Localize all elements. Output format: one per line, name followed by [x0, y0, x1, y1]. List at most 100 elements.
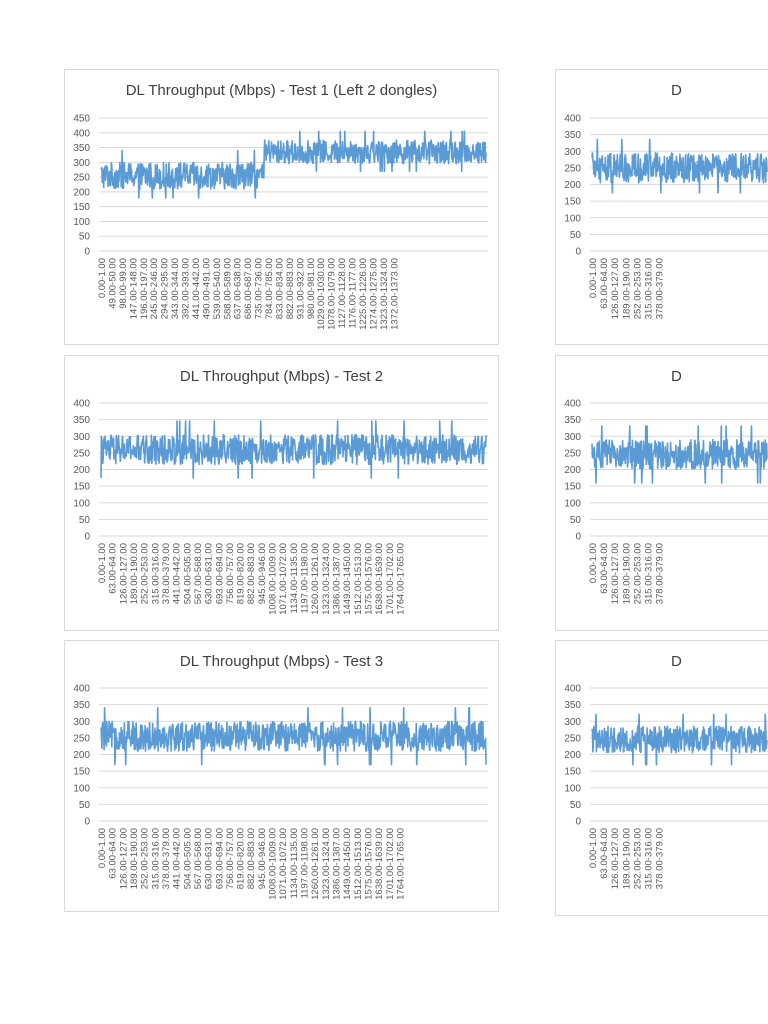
x-tick-label: 693.00-694.00: [214, 828, 225, 889]
chart-plot: 0 50 100 150 200 250 300 350 400 0.00-1.00 63.00-6…: [564, 684, 768, 889]
chart-panel-right-2: D 0 50 100 150 200 250 300 350 400 0.00-1.00 63.00…: [555, 355, 768, 631]
y-tick-label: 200: [564, 180, 581, 191]
x-tick-label: 735.00-736.00: [254, 258, 265, 319]
x-tick-label: 882.00-883.00: [285, 258, 296, 319]
y-tick-label: 50: [570, 230, 582, 241]
series-line: [100, 420, 487, 479]
x-tick-label: 1575.00-1576.00: [364, 828, 375, 900]
y-tick-label: 400: [564, 684, 581, 695]
y-tick-label: 0: [84, 817, 90, 828]
x-tick-label: 147.00-148.00: [128, 258, 139, 319]
x-tick-label: 1134.00-1135.00: [289, 828, 300, 898]
x-tick-label: 1323.00-1324.00: [379, 258, 390, 330]
x-tick-label: 1701.00-1702.00: [385, 828, 396, 900]
x-tick-label: 539.00-540.00: [212, 258, 223, 319]
y-tick-label: 350: [73, 143, 90, 154]
y-tick-label: 400: [73, 128, 90, 139]
x-tick-label: 784.00-785.00: [264, 258, 275, 319]
x-tick-label: 126.00-127.00: [610, 543, 621, 604]
x-tick-label: 441.00-442.00: [172, 543, 183, 604]
y-tick-label: 200: [564, 750, 581, 761]
y-tick-label: 200: [73, 187, 90, 198]
series-line: [100, 707, 487, 766]
y-tick-label: 100: [564, 783, 581, 794]
x-tick-label: 1372.00-1373.00: [389, 258, 400, 330]
x-tick-label: 126.00-127.00: [118, 543, 129, 604]
x-tick-label: 343.00-344.00: [170, 258, 181, 319]
x-tick-label: 504.00-505.00: [182, 543, 193, 604]
x-tick-label: 0.00-1.00: [97, 543, 108, 583]
y-tick-label: 300: [564, 432, 581, 443]
y-tick-label: 100: [564, 498, 581, 509]
y-tick-label: 100: [73, 217, 90, 228]
y-tick-label: 150: [564, 197, 581, 208]
x-tick-label: 126.00-127.00: [610, 828, 621, 889]
y-tick-label: 0: [575, 817, 581, 828]
x-tick-label: 294.00-295.00: [160, 258, 171, 319]
x-tick-label: 1274.00-1275.00: [368, 258, 379, 330]
x-tick-label: 686.00-687.00: [243, 258, 254, 319]
chart-plot: 0 50 100 150 200 250 300 350 400 0.00-1.00 63.00-6…: [564, 114, 768, 319]
x-tick-label: 693.00-694.00: [214, 543, 225, 604]
x-tick-label: 630.00-631.00: [204, 828, 215, 889]
x-tick-label: 504.00-505.00: [182, 828, 193, 889]
chart-title: DL Throughput (Mbps) - Test 3: [179, 653, 384, 670]
y-tick-label: 50: [79, 515, 91, 526]
x-tick-label: 833.00-834.00: [274, 258, 285, 319]
y-tick-label: 250: [73, 733, 90, 744]
x-tick-label: 441.00-442.00: [172, 828, 183, 889]
y-tick-label: 400: [564, 399, 581, 410]
x-tick-label: 189.00-190.00: [129, 828, 140, 889]
y-tick-label: 200: [73, 750, 90, 761]
x-tick-label: 378.00-379.00: [655, 828, 666, 889]
x-tick-label: 245.00-246.00: [149, 258, 160, 319]
x-tick-label: 931.00-932.00: [295, 258, 306, 319]
chart-title: D: [671, 368, 682, 385]
x-tick-label: 63.00-64.00: [599, 543, 610, 594]
x-tick-label: 0.00-1.00: [97, 258, 108, 298]
y-tick-label: 400: [73, 684, 90, 695]
x-tick-label: 1127.00-1128.00: [337, 258, 348, 328]
x-tick-label: 1386.00-1387.00: [332, 543, 343, 615]
x-tick-label: 567.00-568.00: [193, 828, 204, 889]
x-tick-label: 189.00-190.00: [621, 828, 632, 889]
x-tick-label: 490.00-491.00: [201, 258, 212, 319]
y-tick-label: 250: [73, 448, 90, 459]
x-tick-label: 1071.00-1072.00: [278, 543, 289, 615]
x-tick-label: 0.00-1.00: [588, 258, 599, 298]
y-tick-label: 350: [73, 415, 90, 426]
x-tick-label: 1638.00-1639.00: [374, 828, 385, 900]
x-tick-label: 1134.00-1135.00: [289, 543, 300, 613]
x-tick-label: 378.00-379.00: [161, 543, 172, 604]
y-tick-label: 400: [73, 399, 90, 410]
y-tick-label: 100: [564, 213, 581, 224]
series-line: [591, 138, 768, 194]
y-tick-label: 350: [564, 700, 581, 711]
x-tick-label: 588.00-589.00: [222, 258, 233, 319]
x-tick-label: 1323.00-1324.00: [321, 543, 332, 615]
y-tick-label: 300: [564, 147, 581, 158]
y-tick-label: 50: [79, 800, 91, 811]
x-tick-label: 126.00-127.00: [610, 258, 621, 319]
x-tick-label: 882.00-883.00: [246, 828, 257, 889]
x-tick-label: 1225.00-1226.00: [358, 258, 369, 330]
x-tick-label: 252.00-253.00: [632, 543, 643, 604]
x-tick-label: 63.00-64.00: [599, 828, 610, 879]
x-tick-label: 630.00-631.00: [204, 543, 215, 604]
y-tick-label: 150: [564, 767, 581, 778]
x-tick-label: 0.00-1.00: [588, 828, 599, 868]
chart-panel-test-2: DL Throughput (Mbps) - Test 2 0 50 100 150 2…: [64, 355, 499, 631]
x-tick-label: 1260.00-1261.00: [310, 828, 321, 900]
series-line: [591, 713, 768, 766]
x-tick-label: 1071.00-1072.00: [278, 828, 289, 900]
y-tick-label: 350: [564, 130, 581, 141]
x-tick-label: 98.00-99.00: [118, 258, 129, 309]
x-tick-label: 1701.00-1702.00: [385, 543, 396, 615]
x-tick-label: 1449.00-1450.00: [342, 828, 353, 900]
y-tick-label: 0: [84, 532, 90, 543]
y-tick-label: 350: [73, 700, 90, 711]
x-tick-label: 252.00-253.00: [632, 828, 643, 889]
x-tick-label: 252.00-253.00: [632, 258, 643, 319]
y-tick-label: 450: [73, 114, 90, 125]
x-tick-label: 1764.00-1765.00: [395, 543, 406, 615]
